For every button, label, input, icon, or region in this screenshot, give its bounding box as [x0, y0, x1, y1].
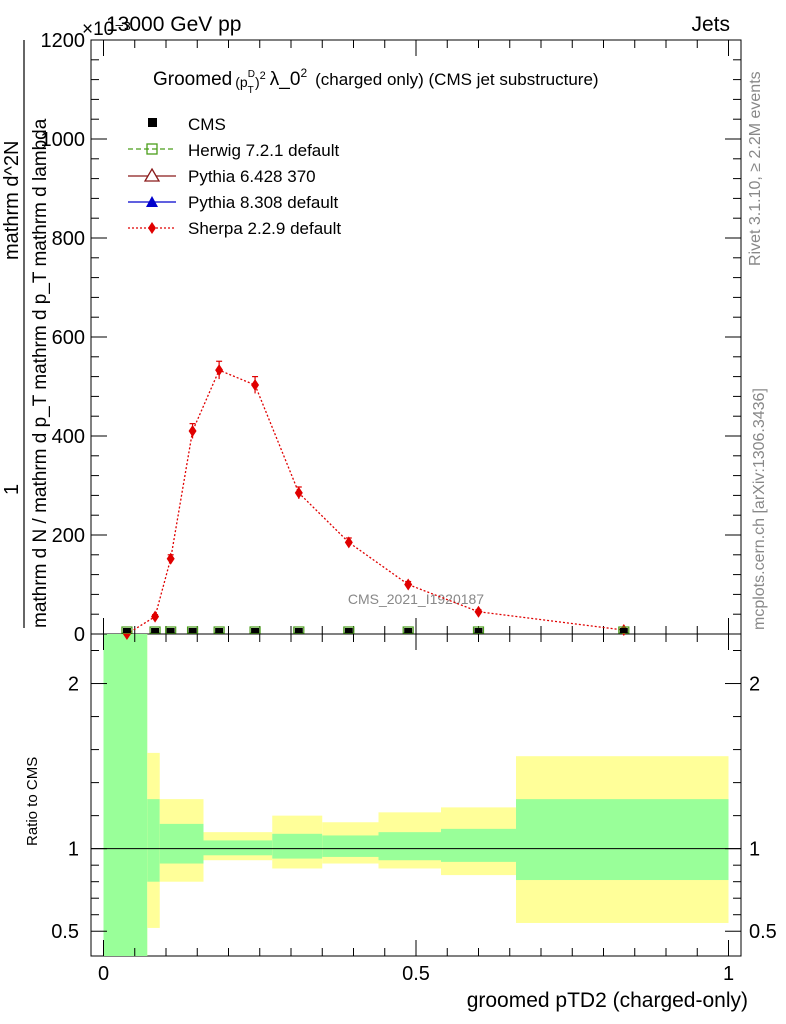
cms-markers — [121, 626, 630, 634]
sherpa-point — [294, 486, 303, 499]
legend: CMS Herwig 7.2.1 default Pythia 6.428 37… — [128, 115, 341, 238]
cms-point — [474, 628, 483, 633]
legend-cms-label: CMS — [188, 115, 226, 134]
main-ytick-label-6: 1200 — [41, 30, 86, 52]
cms-point — [251, 628, 260, 633]
sherpa-point — [404, 578, 413, 591]
main-ytick-label-2: 400 — [52, 426, 85, 448]
ratio-band-inner-2 — [159, 823, 204, 864]
main-ytick-label-5: 1000 — [41, 129, 86, 151]
legend-herwig-marker — [146, 143, 158, 155]
sherpa-point — [166, 552, 175, 565]
ratio-band-inner-5 — [322, 835, 379, 857]
xtick-label-0: 0 — [98, 963, 109, 985]
cms-point — [151, 628, 160, 633]
ylabel-prefactor: 1 — [1, 484, 23, 495]
ratio-band-inner-8 — [516, 799, 729, 881]
legend-cms-marker — [148, 118, 157, 127]
main-ytick-label-3: 600 — [52, 327, 85, 349]
ratio-ytick-label-right-1: 1 — [749, 839, 760, 861]
sherpa-point — [188, 425, 197, 438]
ratio-bands — [103, 634, 729, 956]
x-axis-label: groomed pTD2 (charged-only) — [467, 989, 748, 1012]
ratio-ytick-label-left-1: 1 — [68, 839, 79, 861]
sherpa-point — [215, 364, 224, 377]
rivet-label: Rivet 3.1.10, ≥ 2.2M events — [747, 71, 764, 266]
ratio-ytick-label-right-0: 0.5 — [749, 921, 777, 943]
main-ticks: 0 200 400 600 800 1000 1200 — [41, 30, 741, 646]
legend-sherpa-marker — [148, 222, 156, 234]
ratio-ytick-label-left-0: 0.5 — [51, 921, 79, 943]
sherpa-point — [474, 605, 483, 618]
cms-point — [122, 628, 131, 633]
ylabel-denominator: mathrm d N / mathrm d p_T mathrm d p_T m… — [30, 118, 51, 628]
sherpa-point — [344, 536, 353, 549]
sherpa-line — [126, 369, 624, 635]
header-right: Jets — [691, 13, 730, 36]
cms-point — [188, 628, 197, 633]
cms-point — [294, 628, 303, 633]
ratio-ticks: 0.5 0.5 1 1 2 2 0 0.5 1 — [51, 634, 777, 985]
legend-pythia6-label: Pythia 6.428 370 — [188, 167, 316, 186]
cms-point — [215, 628, 224, 633]
ratio-band-inner-0 — [103, 634, 148, 956]
xtick-label-1: 0.5 — [402, 963, 430, 985]
cms-point — [619, 628, 628, 633]
ratio-band-inner-3 — [203, 840, 273, 856]
legend-pythia8-label: Pythia 8.308 default — [188, 193, 339, 212]
legend-sherpa-label: Sherpa 2.2.9 default — [188, 219, 341, 238]
main-ytick-label-1: 200 — [52, 525, 85, 547]
header-left: 13000 GeV pp — [106, 13, 241, 36]
ratio-band-inner-4 — [272, 833, 323, 859]
analysis-watermark: CMS_2021_I1920187 — [348, 591, 484, 607]
mcplots-label: mcplots.cern.ch [arXiv:1306.3436] — [751, 388, 768, 630]
legend-herwig-label: Herwig 7.2.1 default — [188, 141, 339, 160]
ratio-band-inner-1 — [147, 799, 160, 882]
sherpa-point — [151, 610, 160, 623]
ratio-ylabel: Ratio to CMS — [24, 757, 41, 846]
ratio-band-inner-6 — [378, 832, 441, 861]
main-ylabel: mathrm d^2N 1 mathrm d N / mathrm d p_T … — [1, 40, 51, 628]
chart-title: Groomed (pTD)2 λ_02 (charged only) (CMS jet… — [153, 66, 599, 96]
xtick-label-2: 1 — [723, 963, 734, 985]
sherpa-point — [251, 379, 260, 392]
header-exponent: ×10⁻³ — [82, 19, 131, 40]
ratio-ytick-label-left-2: 2 — [68, 674, 79, 696]
ylabel-numerator: mathrm d^2N — [1, 141, 23, 260]
legend-pythia6-marker — [143, 167, 161, 182]
main-ytick-label-4: 800 — [52, 228, 85, 250]
cms-point — [166, 628, 175, 633]
legend-pythia8-marker — [146, 196, 158, 207]
main-ytick-label-0: 0 — [74, 624, 85, 646]
cms-point — [344, 628, 353, 633]
ratio-ytick-label-right-2: 2 — [749, 674, 760, 696]
ratio-band-inner-7 — [441, 828, 516, 862]
cms-point — [404, 628, 413, 633]
